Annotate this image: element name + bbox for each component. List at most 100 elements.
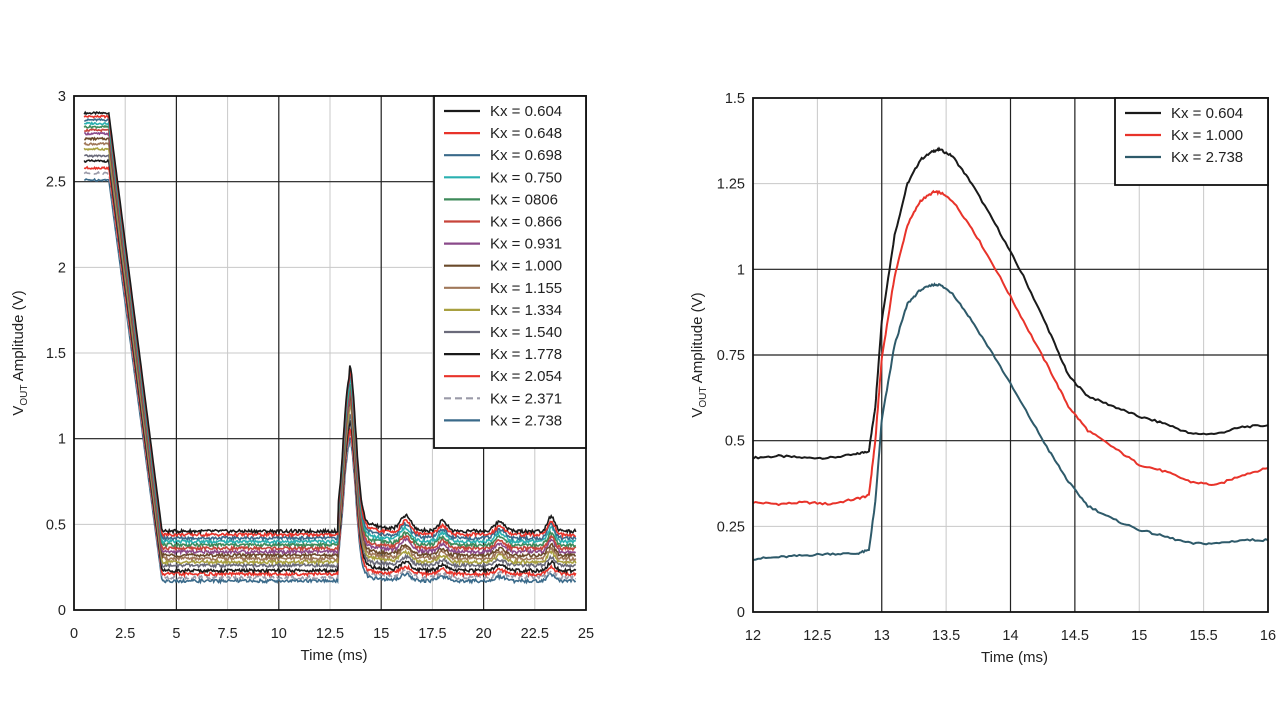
series-line: [83, 141, 577, 563]
series-line: [84, 128, 577, 553]
x-tick-label: 5: [172, 626, 180, 642]
x-tick-label: 13: [874, 628, 890, 644]
series-line: [84, 136, 576, 560]
x-tick-label: 16: [1260, 628, 1276, 644]
legend-label: Kx = 0.604: [1171, 105, 1243, 122]
legend-label: Kx = 1.155: [490, 280, 562, 297]
y-tick-label: 1.25: [717, 177, 745, 193]
chart-right: 12 12.5 13 13.5 14 14.5 15 15.5 16 0 0.25 0.5 0.75 1 1…: [689, 91, 1276, 666]
x-tick-label: 15.5: [1190, 628, 1218, 644]
series-line: [83, 114, 577, 539]
legend-label: Kx = 0806: [490, 191, 558, 208]
legend-item: Kx = 0.604: [1125, 105, 1243, 122]
y-tick-labels: 0 0.25 0.5 0.75 1 1.25 1.5: [717, 91, 745, 621]
series-line: [84, 153, 577, 570]
y-tick-label: 2.5: [46, 175, 66, 191]
series-line: [83, 170, 577, 582]
legend-item: Kx = 0.866: [444, 214, 562, 231]
y-tick-label: 0.75: [717, 348, 745, 364]
y-axis-label-main: V: [10, 406, 27, 416]
x-tick-label: 14: [1002, 628, 1018, 644]
series-line: [752, 146, 1269, 460]
legend-item: Kx = 2.738: [1125, 149, 1243, 166]
y-axis-label: VOUT Amplitude (V): [10, 290, 30, 415]
x-tick-label: 0: [70, 626, 78, 642]
x-tick-label: 14.5: [1061, 628, 1089, 644]
y-tick-label: 0: [58, 603, 66, 619]
legend-item: Kx = 1.000: [1125, 127, 1243, 144]
legend-item: Kx = 1.334: [444, 302, 562, 319]
legend-item: Kx = 0.648: [444, 125, 562, 142]
legend: Kx = 0.604 Kx = 0.648 Kx = 0.698 Kx = 0.750…: [433, 95, 587, 449]
y-axis-label-rest: Amplitude (V): [689, 292, 706, 386]
plot-frame: [752, 97, 1269, 613]
legend-label: Kx = 0.604: [490, 103, 562, 120]
legend-label: Kx = 0.750: [490, 169, 562, 186]
x-tick-label: 12.5: [803, 628, 831, 644]
y-tick-label: 3: [58, 89, 66, 105]
y-tick-label: 0.5: [725, 434, 745, 450]
y-axis-label-sub: OUT: [19, 385, 30, 406]
y-tick-label: 0.5: [46, 517, 66, 533]
legend-item: Kx = 2.371: [444, 390, 562, 407]
chart-left: 0 2.5 5 7.5 10 12.5 15 17.5 20 22.5 2500.511.522.5…: [10, 89, 594, 664]
legend-item: Kx = 1.778: [444, 346, 562, 363]
legend-label: Kx = 1.540: [490, 324, 562, 341]
series-line: [84, 177, 577, 585]
y-axis-label-rest: Amplitude (V): [10, 290, 27, 384]
series-line: [83, 147, 577, 567]
x-tick-label: 15: [373, 626, 389, 642]
legend-label: Kx = 2.738: [490, 412, 562, 429]
y-tick-label: 2: [58, 260, 66, 276]
y-tick-label: 1.5: [725, 91, 745, 107]
x-tick-label: 2.5: [115, 626, 135, 642]
legend-item: Kx = 2.054: [444, 368, 562, 385]
y-tick-labels: 0 0.5 1 1.5 2 2.5 3: [46, 89, 66, 619]
x-tick-labels: 0 2.5 5 7.5 10 12.5 15 17.5 20 22.5 25: [70, 626, 594, 642]
legend-label: Kx = 0.931: [490, 236, 562, 253]
series-line: [752, 282, 1269, 561]
series-line: [752, 189, 1269, 507]
legend-item: Kx = 1.540: [444, 324, 562, 341]
legend-item: Kx = 0.604: [444, 103, 562, 120]
legend-item: Kx = 2.738: [444, 412, 562, 429]
series-line: [83, 119, 577, 546]
legend-item: Kx = 0806: [444, 191, 558, 208]
legend-label: Kx = 1.000: [490, 258, 562, 275]
legend-label: Kx = 1.778: [490, 346, 562, 363]
legend-label: Kx = 2.738: [1171, 149, 1243, 166]
series-line: [83, 130, 576, 556]
x-tick-label: 10: [271, 626, 287, 642]
series-line: [83, 110, 577, 536]
x-tick-label: 15: [1131, 628, 1147, 644]
y-tick-label: 1: [58, 432, 66, 448]
legend-item: Kx = 0.931: [444, 236, 562, 253]
legend-item: Kx = 0.698: [444, 147, 562, 164]
y-tick-label: 0: [737, 605, 745, 621]
x-tick-label: 22.5: [521, 626, 549, 642]
legend-label: Kx = 1.000: [1171, 127, 1243, 144]
legend: Kx = 0.604 Kx = 1.000 Kx = 2.738: [1114, 97, 1269, 186]
x-tick-label: 25: [578, 626, 594, 642]
legend-label: Kx = 0.648: [490, 125, 562, 142]
legend-label: Kx = 1.334: [490, 302, 562, 319]
y-tick-label: 0.25: [717, 519, 745, 535]
x-tick-label: 7.5: [218, 626, 238, 642]
legend-label: Kx = 2.054: [490, 368, 562, 385]
series-line: [83, 158, 577, 575]
legend-label: Kx = 2.371: [490, 390, 562, 407]
series-lines: [752, 146, 1269, 561]
y-tick-label: 1.5: [46, 346, 66, 362]
legend-item: Kx = 0.750: [444, 169, 562, 186]
y-tick-label: 1: [737, 262, 745, 278]
x-tick-label: 13.5: [932, 628, 960, 644]
x-axis-label: Time (ms): [301, 647, 368, 664]
x-axis-label: Time (ms): [981, 649, 1048, 666]
y-axis-label-main: V: [689, 408, 706, 418]
x-tick-labels: 12 12.5 13 13.5 14 14.5 15 15.5 16: [745, 628, 1276, 644]
series-lines: [83, 110, 577, 585]
x-tick-label: 12: [745, 628, 761, 644]
x-tick-label: 12.5: [316, 626, 344, 642]
legend-label: Kx = 0.866: [490, 214, 562, 231]
